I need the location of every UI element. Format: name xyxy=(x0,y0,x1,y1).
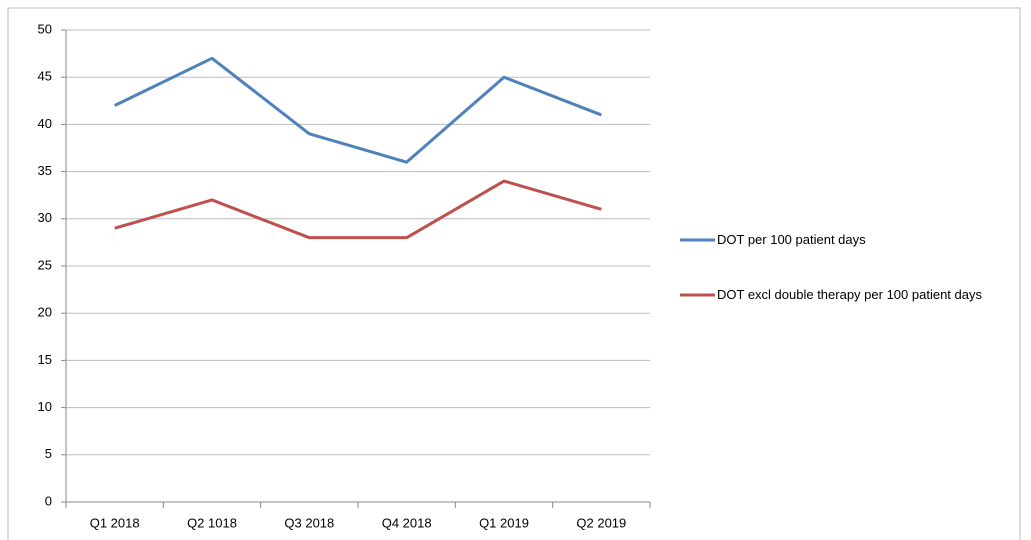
y-tick-label: 50 xyxy=(38,21,52,36)
x-tick-label: Q2 2019 xyxy=(576,515,626,530)
chart-frame xyxy=(7,7,1021,540)
y-tick-label: 30 xyxy=(38,210,52,225)
y-tick-label: 40 xyxy=(38,116,52,131)
y-tick-label: 20 xyxy=(38,305,52,320)
legend-label: DOT excl double therapy per 100 patient … xyxy=(717,287,982,302)
series-line xyxy=(114,56,602,164)
y-tick-label: 5 xyxy=(45,446,52,461)
x-tick-label: Q1 2018 xyxy=(90,515,140,530)
x-tick-label: Q4 2018 xyxy=(382,515,432,530)
x-tick-label: Q1 2019 xyxy=(479,515,529,530)
x-tick-label: Q2 1018 xyxy=(187,515,237,530)
series-line xyxy=(114,179,602,240)
y-tick-label: 10 xyxy=(38,399,52,414)
y-tick-label: 45 xyxy=(38,69,52,84)
y-tick-label: 0 xyxy=(45,493,52,508)
y-tick-label: 35 xyxy=(38,163,52,178)
legend-label: DOT per 100 patient days xyxy=(717,232,866,247)
y-tick-label: 15 xyxy=(38,352,52,367)
y-tick-label: 25 xyxy=(38,257,52,272)
x-tick-label: Q3 2018 xyxy=(284,515,334,530)
